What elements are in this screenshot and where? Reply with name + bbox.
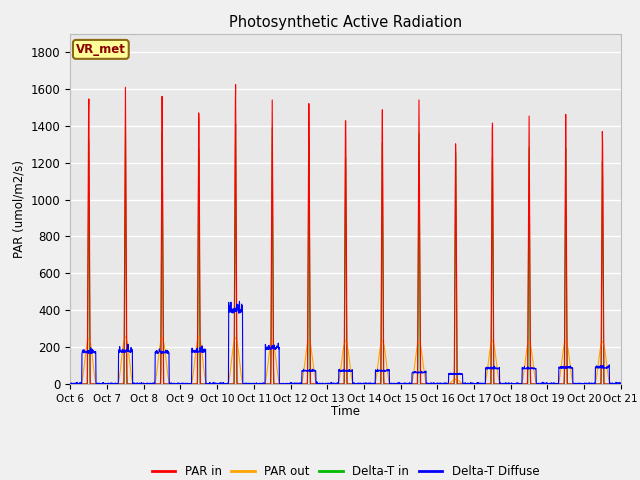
Title: Photosynthetic Active Radiation: Photosynthetic Active Radiation — [229, 15, 462, 30]
Y-axis label: PAR (umol/m2/s): PAR (umol/m2/s) — [12, 160, 26, 258]
Text: VR_met: VR_met — [76, 43, 126, 56]
X-axis label: Time: Time — [331, 405, 360, 418]
Legend: PAR in, PAR out, Delta-T in, Delta-T Diffuse: PAR in, PAR out, Delta-T in, Delta-T Dif… — [147, 461, 544, 480]
